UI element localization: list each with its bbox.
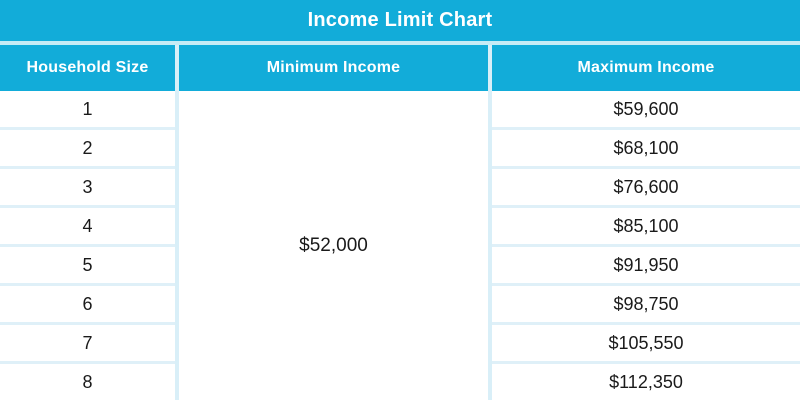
table-header-row: Household Size Minimum Income Maximum In…: [0, 45, 800, 91]
column-divider: [488, 91, 492, 400]
maximum-income-cell: $59,600: [492, 91, 800, 130]
maximum-income-cell: $112,350: [492, 364, 800, 400]
household-size-cell: 4: [0, 208, 175, 247]
header-household-size: Household Size: [0, 45, 175, 91]
maximum-income-column: $59,600 $68,100 $76,600 $85,100 $91,950 …: [492, 91, 800, 400]
household-size-cell: 2: [0, 130, 175, 169]
household-size-cell: 7: [0, 325, 175, 364]
household-size-cell: 5: [0, 247, 175, 286]
maximum-income-cell: $68,100: [492, 130, 800, 169]
household-size-cell: 6: [0, 286, 175, 325]
column-divider: [488, 45, 492, 91]
column-divider: [175, 45, 179, 91]
household-size-cell: 8: [0, 364, 175, 400]
title-separator: [0, 41, 800, 45]
maximum-income-cell: $105,550: [492, 325, 800, 364]
header-maximum-income: Maximum Income: [492, 45, 800, 91]
minimum-income-merged-cell: $52,000: [179, 91, 488, 400]
maximum-income-cell: $85,100: [492, 208, 800, 247]
maximum-income-cell: $98,750: [492, 286, 800, 325]
header-minimum-income: Minimum Income: [179, 45, 488, 91]
chart-title: Income Limit Chart: [0, 0, 800, 41]
household-size-column: 1 2 3 4 5 6 7 8: [0, 91, 175, 400]
column-divider: [175, 91, 179, 400]
household-size-cell: 3: [0, 169, 175, 208]
household-size-cell: 1: [0, 91, 175, 130]
minimum-income-column: $52,000: [179, 91, 488, 400]
maximum-income-cell: $76,600: [492, 169, 800, 208]
maximum-income-cell: $91,950: [492, 247, 800, 286]
table-body: 1 2 3 4 5 6 7 8 $52,000 $59,600 $68,100 …: [0, 91, 800, 400]
